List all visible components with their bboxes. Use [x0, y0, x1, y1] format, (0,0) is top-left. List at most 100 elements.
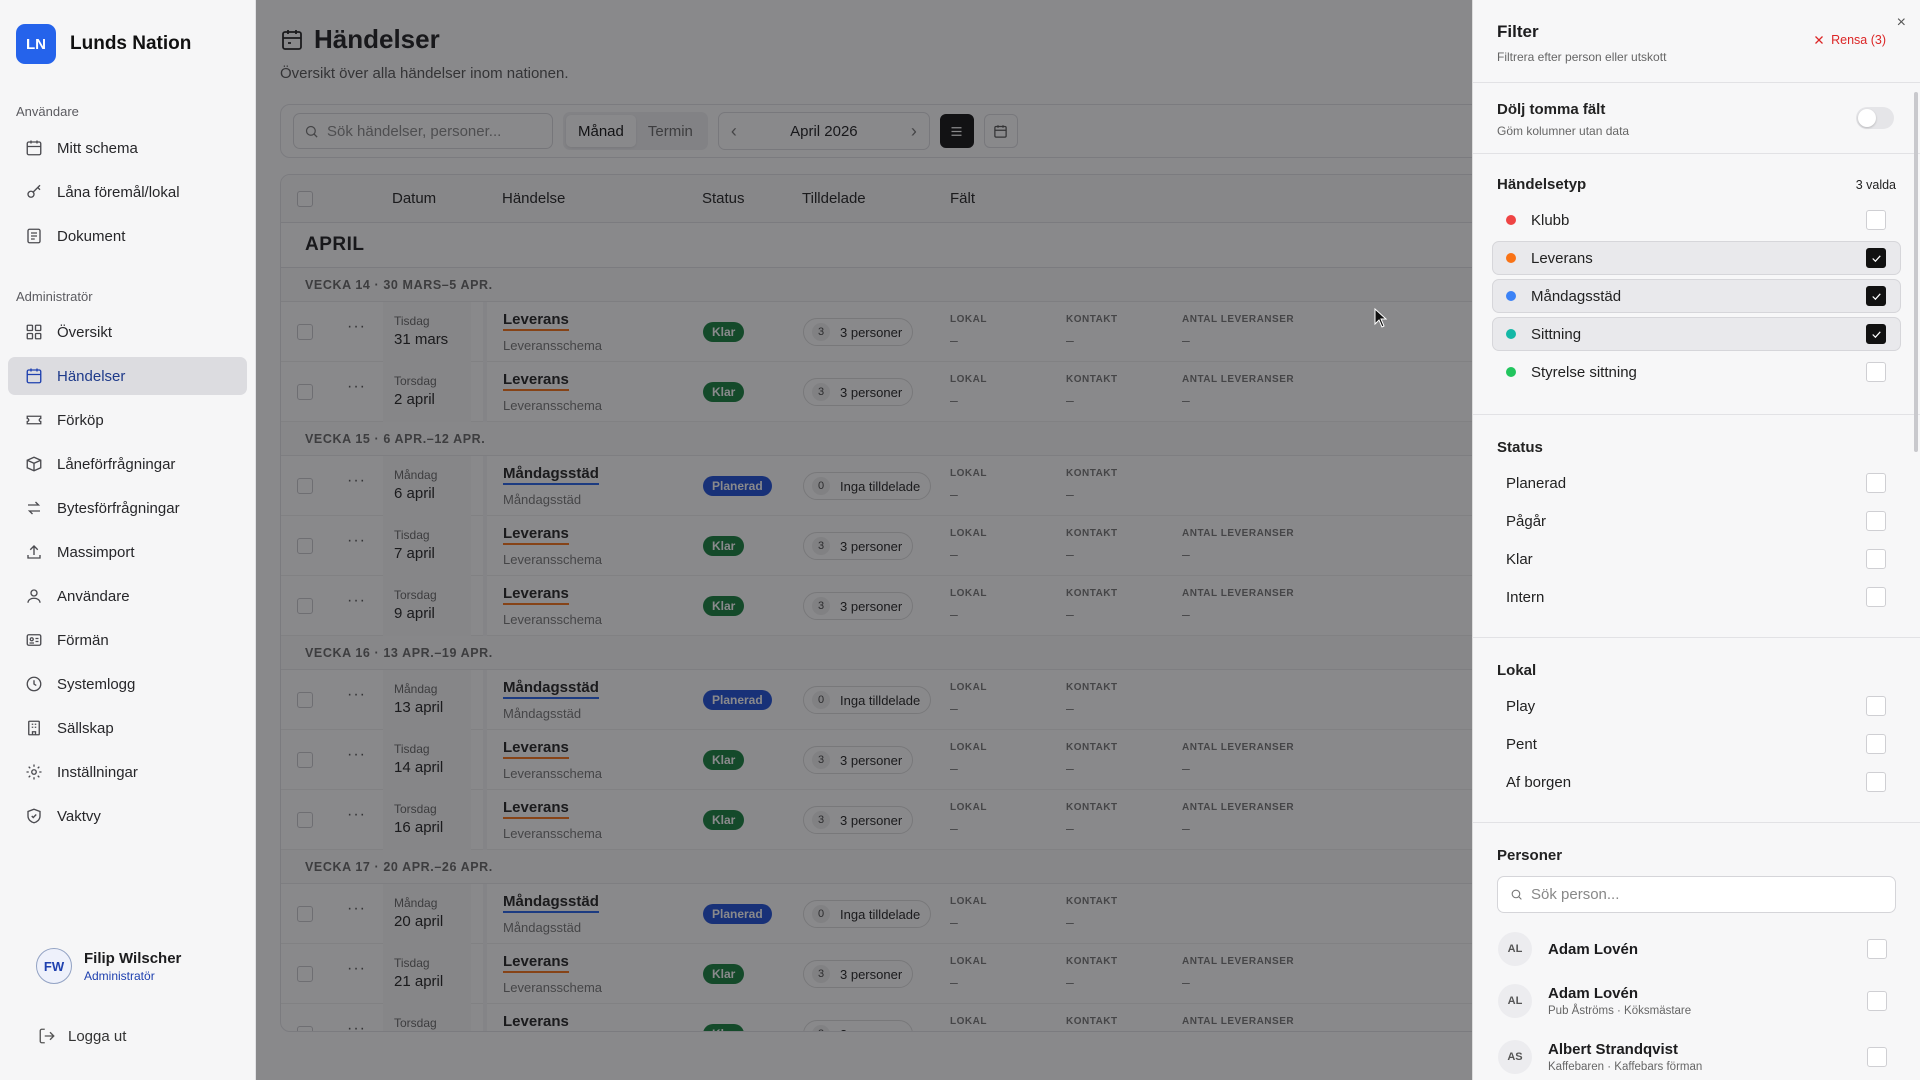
status-checkbox[interactable] — [1866, 549, 1886, 569]
more-actions-icon[interactable]: ··· — [347, 806, 366, 823]
filter-scrollbar[interactable] — [1914, 92, 1918, 452]
more-actions-icon[interactable]: ··· — [347, 592, 366, 609]
sidebar-item-förmän[interactable]: Förmän — [8, 621, 247, 659]
event-name-link[interactable]: Leverans — [503, 371, 569, 391]
venue-checkbox[interactable] — [1866, 772, 1886, 792]
assigned-chip[interactable]: 3 3 personer — [803, 592, 914, 620]
assigned-chip[interactable]: 0 Inga tilldelade — [803, 900, 932, 928]
venue-option[interactable]: Play — [1492, 689, 1901, 723]
row-checkbox[interactable] — [297, 538, 313, 554]
status-checkbox[interactable] — [1866, 511, 1886, 531]
status-checkbox[interactable] — [1866, 473, 1886, 493]
clear-filters-button[interactable]: Rensa (3) — [1813, 33, 1886, 47]
person-search-input[interactable]: Sök person... — [1497, 876, 1896, 913]
event-name-link[interactable]: Leverans — [503, 585, 569, 605]
close-icon[interactable]: × — [1896, 14, 1906, 31]
assigned-chip[interactable]: 3 3 personer — [803, 746, 914, 774]
assigned-chip[interactable]: 0 Inga tilldelade — [803, 472, 932, 500]
event-name-link[interactable]: Leverans — [503, 1013, 569, 1031]
event-type-option[interactable]: Leverans — [1492, 241, 1901, 275]
row-checkbox[interactable] — [297, 1026, 313, 1031]
status-option[interactable]: Pågår — [1492, 504, 1901, 538]
event-type-checkbox[interactable] — [1866, 324, 1886, 344]
event-name-link[interactable]: Måndagsstäd — [503, 893, 599, 913]
view-month-button[interactable]: Månad — [566, 115, 636, 147]
status-option[interactable]: Planerad — [1492, 466, 1901, 500]
sidebar-item-inställningar[interactable]: Inställningar — [8, 753, 247, 791]
hide-empty-toggle[interactable] — [1856, 107, 1894, 129]
list-view-button[interactable] — [939, 114, 974, 148]
view-term-button[interactable]: Termin — [647, 122, 693, 140]
venue-option[interactable]: Pent — [1492, 727, 1901, 761]
sidebar-item-dokument[interactable]: Dokument — [8, 217, 247, 255]
assigned-chip[interactable]: 3 3 personer — [803, 806, 914, 834]
event-name-link[interactable]: Leverans — [503, 311, 569, 331]
more-actions-icon[interactable]: ··· — [347, 686, 366, 703]
row-checkbox[interactable] — [297, 324, 313, 340]
column-event[interactable]: Händelse — [502, 190, 566, 207]
sidebar-item-användare[interactable]: Användare — [8, 577, 247, 615]
sidebar-item-låna-föremål-lokal[interactable]: Låna föremål/lokal — [8, 173, 247, 211]
person-checkbox[interactable] — [1867, 1047, 1887, 1067]
status-option[interactable]: Intern — [1492, 580, 1901, 614]
sidebar-item-händelser[interactable]: Händelser — [8, 357, 247, 395]
sidebar-item-systemlogg[interactable]: Systemlogg — [8, 665, 247, 703]
more-actions-icon[interactable]: ··· — [347, 472, 366, 489]
select-all-checkbox[interactable] — [297, 191, 313, 207]
row-checkbox[interactable] — [297, 598, 313, 614]
more-actions-icon[interactable]: ··· — [347, 1020, 366, 1032]
event-type-option[interactable]: Styrelse sittning — [1492, 355, 1901, 389]
more-actions-icon[interactable]: ··· — [347, 746, 366, 763]
sidebar-item-översikt[interactable]: Översikt — [8, 313, 247, 351]
row-checkbox[interactable] — [297, 478, 313, 494]
more-actions-icon[interactable]: ··· — [347, 532, 366, 549]
sidebar-item-mitt-schema[interactable]: Mitt schema — [8, 129, 247, 167]
event-name-link[interactable]: Måndagsstäd — [503, 465, 599, 485]
event-type-option[interactable]: Klubb — [1492, 203, 1901, 237]
more-actions-icon[interactable]: ··· — [347, 900, 366, 917]
sidebar-item-vaktvy[interactable]: Vaktvy — [8, 797, 247, 835]
row-checkbox[interactable] — [297, 966, 313, 982]
assigned-chip[interactable]: 3 3 personer — [803, 378, 914, 406]
more-actions-icon[interactable]: ··· — [347, 378, 366, 395]
event-type-checkbox[interactable] — [1866, 248, 1886, 268]
brand[interactable]: LN Lunds Nation — [16, 24, 191, 64]
row-checkbox[interactable] — [297, 906, 313, 922]
chevron-right-icon[interactable]: › — [910, 120, 917, 141]
event-type-checkbox[interactable] — [1866, 210, 1886, 230]
more-actions-icon[interactable]: ··· — [347, 960, 366, 977]
event-name-link[interactable]: Måndagsstäd — [503, 679, 599, 699]
sidebar-item-sällskap[interactable]: Sällskap — [8, 709, 247, 747]
status-option[interactable]: Klar — [1492, 542, 1901, 576]
sidebar-item-bytesförfrågningar[interactable]: Bytesförfrågningar — [8, 489, 247, 527]
venue-option[interactable]: Af borgen — [1492, 765, 1901, 799]
event-type-option[interactable]: Sittning — [1492, 317, 1901, 351]
person-option[interactable]: AL Adam Lovén Pub Åströms · Köksmästare — [1492, 973, 1901, 1029]
event-name-link[interactable]: Leverans — [503, 525, 569, 545]
event-name-link[interactable]: Leverans — [503, 799, 569, 819]
assigned-chip[interactable]: 3 3 personer — [803, 960, 914, 988]
status-checkbox[interactable] — [1866, 587, 1886, 607]
assigned-chip[interactable]: 0 Inga tilldelade — [803, 686, 932, 714]
person-checkbox[interactable] — [1867, 991, 1887, 1011]
venue-checkbox[interactable] — [1866, 734, 1886, 754]
chevron-left-icon[interactable]: ‹ — [730, 120, 737, 141]
calendar-view-button[interactable] — [983, 114, 1018, 148]
event-type-checkbox[interactable] — [1866, 286, 1886, 306]
assigned-chip[interactable]: 3 3 personer — [803, 1020, 914, 1031]
person-checkbox[interactable] — [1867, 939, 1887, 959]
row-checkbox[interactable] — [297, 752, 313, 768]
assigned-chip[interactable]: 3 3 personer — [803, 318, 914, 346]
logout-button[interactable]: Logga ut — [38, 1027, 126, 1045]
venue-checkbox[interactable] — [1866, 696, 1886, 716]
user-profile[interactable]: FW Filip Wilscher Administratör — [36, 948, 181, 984]
column-fields[interactable]: Fält — [950, 190, 976, 207]
person-option[interactable]: AL Adam Lovén — [1492, 925, 1901, 973]
column-assigned[interactable]: Tilldelade — [802, 190, 866, 207]
column-date[interactable]: Datum — [392, 190, 437, 207]
row-checkbox[interactable] — [297, 692, 313, 708]
person-option[interactable]: AS Albert Strandqvist Kaffebaren · Kaffeba… — [1492, 1029, 1901, 1080]
sidebar-item-massimport[interactable]: Massimport — [8, 533, 247, 571]
more-actions-icon[interactable]: ··· — [347, 318, 366, 335]
event-name-link[interactable]: Leverans — [503, 739, 569, 759]
